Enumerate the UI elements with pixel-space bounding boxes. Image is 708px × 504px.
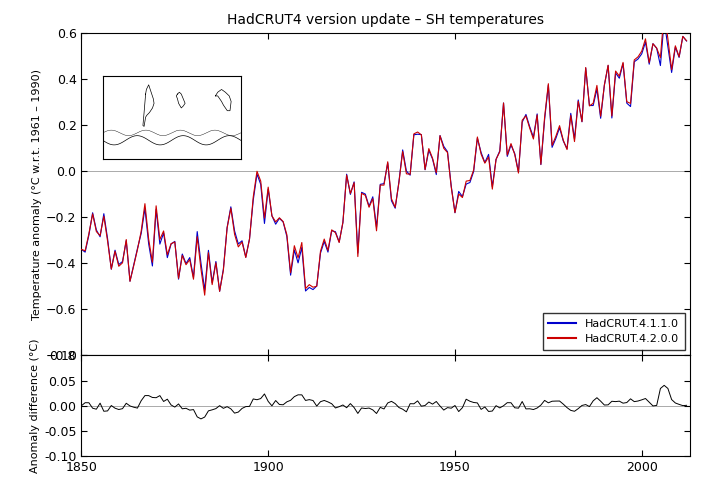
- HadCRUT.4.1.1.0: [600, 82, 609, 88]
- Y-axis label: Temperature anomaly (°C w.r.t. 1961 – 1990): Temperature anomaly (°C w.r.t. 1961 – 19…: [32, 69, 42, 320]
- HadCRUT.4.2.0.0: [77, 246, 86, 253]
- HadCRUT.4.2.0.0: [353, 254, 362, 260]
- HadCRUT.4.2.0.0: [522, 113, 530, 119]
- HadCRUT.4.2.0.0: [555, 122, 564, 129]
- HadCRUT.4.1.1.0: [77, 246, 86, 253]
- HadCRUT.4.1.1.0: [353, 250, 362, 256]
- Y-axis label: Anomaly difference (°C): Anomaly difference (°C): [30, 339, 40, 473]
- HadCRUT.4.2.0.0: [641, 36, 650, 42]
- HadCRUT.4.1.1.0: [660, 18, 668, 24]
- HadCRUT.4.2.0.0: [660, 9, 668, 15]
- HadCRUT.4.2.0.0: [600, 82, 609, 88]
- Line: HadCRUT.4.1.1.0: HadCRUT.4.1.1.0: [81, 21, 687, 291]
- HadCRUT.4.2.0.0: [200, 292, 209, 298]
- HadCRUT.4.1.1.0: [522, 111, 530, 117]
- Line: HadCRUT.4.2.0.0: HadCRUT.4.2.0.0: [81, 12, 687, 295]
- Legend: HadCRUT.4.1.1.0, HadCRUT.4.2.0.0: HadCRUT.4.1.1.0, HadCRUT.4.2.0.0: [543, 313, 685, 350]
- Title: HadCRUT4 version update – SH temperatures: HadCRUT4 version update – SH temperature…: [227, 14, 544, 27]
- HadCRUT.4.2.0.0: [683, 38, 691, 44]
- HadCRUT.4.2.0.0: [249, 194, 258, 200]
- HadCRUT.4.1.1.0: [641, 39, 650, 45]
- HadCRUT.4.1.1.0: [215, 288, 224, 294]
- HadCRUT.4.1.1.0: [683, 38, 691, 44]
- HadCRUT.4.1.1.0: [249, 197, 258, 203]
- HadCRUT.4.1.1.0: [555, 125, 564, 131]
